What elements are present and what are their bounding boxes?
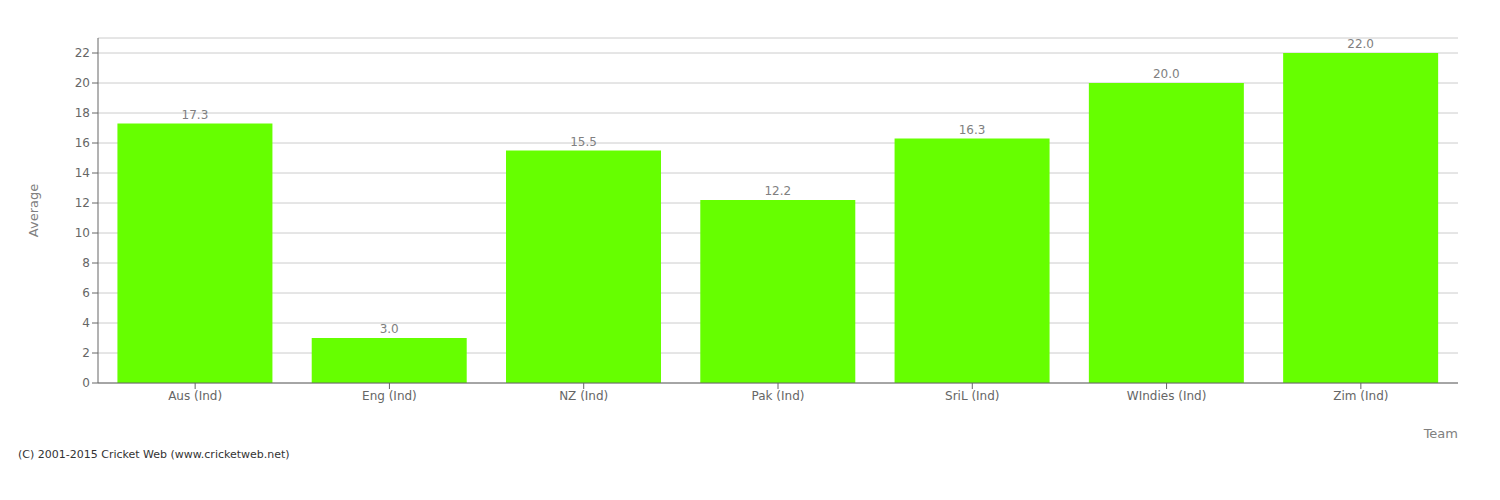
svg-text:0: 0 bbox=[82, 376, 90, 390]
svg-text:10: 10 bbox=[75, 226, 90, 240]
svg-text:2: 2 bbox=[82, 346, 90, 360]
svg-text:12.2: 12.2 bbox=[764, 184, 791, 198]
svg-text:20: 20 bbox=[75, 76, 90, 90]
svg-text:22.0: 22.0 bbox=[1347, 37, 1374, 51]
svg-text:16.3: 16.3 bbox=[959, 123, 986, 137]
svg-text:4: 4 bbox=[82, 316, 90, 330]
html-text:(C) 2001-2015 Cricket Web (www: (C) 2001-2015 Cricket Web (www.cricketwe… bbox=[18, 448, 290, 461]
svg-text:6: 6 bbox=[82, 286, 90, 300]
svg-text:Average: Average bbox=[26, 184, 41, 237]
svg-text:3.0: 3.0 bbox=[380, 322, 399, 336]
svg-text:Eng (Ind): Eng (Ind) bbox=[362, 389, 417, 403]
svg-text:17.3: 17.3 bbox=[182, 108, 209, 122]
svg-text:NZ (Ind): NZ (Ind) bbox=[559, 389, 608, 403]
svg-text:SriL (Ind): SriL (Ind) bbox=[945, 389, 1000, 403]
svg-text:Team: Team bbox=[1423, 426, 1458, 441]
svg-text:Zim (Ind): Zim (Ind) bbox=[1333, 389, 1388, 403]
svg-text:14: 14 bbox=[75, 166, 90, 180]
svg-text:WIndies (Ind): WIndies (Ind) bbox=[1127, 389, 1207, 403]
svg-text:18: 18 bbox=[75, 106, 90, 120]
svg-text:15.5: 15.5 bbox=[570, 135, 597, 149]
svg-text:12: 12 bbox=[75, 196, 90, 210]
svg-text:Pak (Ind): Pak (Ind) bbox=[752, 389, 805, 403]
svg-text:8: 8 bbox=[82, 256, 90, 270]
svg-text:Aus (Ind): Aus (Ind) bbox=[168, 389, 222, 403]
svg-text:20.0: 20.0 bbox=[1153, 67, 1180, 81]
svg-text:16: 16 bbox=[75, 136, 90, 150]
svg-text:22: 22 bbox=[75, 46, 90, 60]
